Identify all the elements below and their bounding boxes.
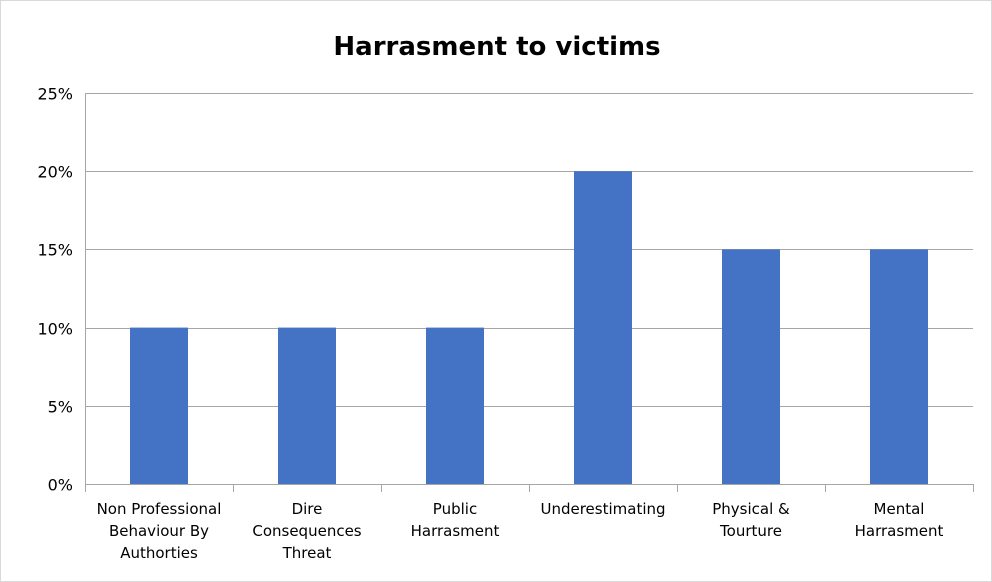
category-label: Physical & Tourture — [712, 500, 790, 540]
category-label: Underestimating — [540, 500, 665, 518]
category-label: Mental Harrasment — [855, 500, 944, 540]
category-label: Public Harrasment — [411, 500, 500, 540]
bar-5 — [722, 249, 780, 484]
category-labels: Non Professional Behaviour By Authorties Di… — [97, 500, 944, 562]
bar-1 — [130, 327, 188, 484]
y-tick-label: 5% — [48, 398, 73, 417]
y-tick-label: 15% — [37, 241, 73, 260]
bars — [130, 171, 928, 484]
bar-3 — [426, 327, 484, 484]
y-tick-label: 0% — [48, 476, 73, 495]
category-label: Dire Consequences Threat — [252, 500, 361, 562]
x-axis-tick-marks — [85, 484, 974, 492]
chart-title: Harrasment to victims — [333, 32, 660, 62]
y-axis-tick-labels: 0% 5% 10% 15% 20% 25% — [37, 85, 73, 495]
y-tick-label: 20% — [37, 163, 73, 182]
category-label: Non Professional Behaviour By Authorties — [97, 500, 222, 562]
bar-4 — [574, 171, 632, 484]
bar-6 — [870, 249, 928, 484]
bar-2 — [278, 327, 336, 484]
gridlines — [85, 93, 973, 492]
y-tick-label: 25% — [37, 85, 73, 104]
y-tick-label: 10% — [37, 320, 73, 339]
